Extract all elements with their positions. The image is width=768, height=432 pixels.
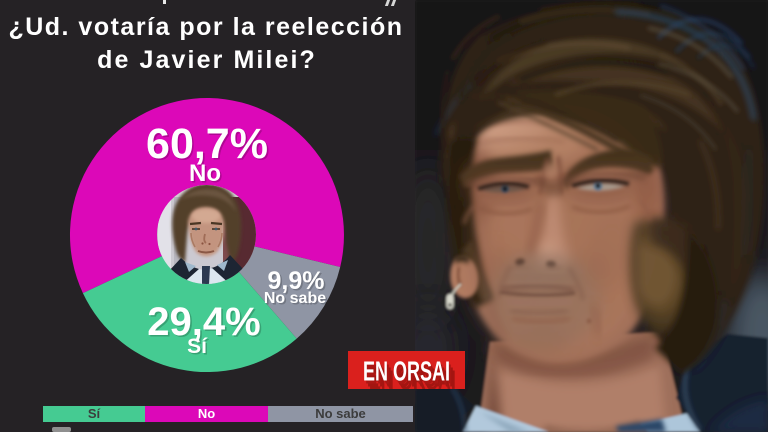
svg-text:EN ORSAI: EN ORSAI: [369, 365, 456, 389]
svg-text:9,9%: 9,9%: [269, 269, 326, 297]
svg-text:No: No: [191, 162, 223, 189]
svg-text:No: No: [189, 160, 221, 187]
svg-text:Sí: Sí: [187, 335, 208, 358]
svg-text:Sí: Sí: [189, 337, 210, 360]
svg-text:EN ORSAI: EN ORSAI: [367, 362, 454, 389]
svg-text:No sabe: No sabe: [265, 292, 327, 309]
svg-text:29,4%: 29,4%: [147, 300, 260, 344]
svg-text:EN ORSAI: EN ORSAI: [363, 356, 450, 387]
svg-text:60,7%: 60,7%: [146, 120, 268, 168]
svg-text:EN ORSAI: EN ORSAI: [365, 359, 452, 389]
svg-text:No sabe: No sabe: [264, 290, 326, 307]
svg-text:29,4%: 29,4%: [149, 302, 262, 346]
svg-text:60,7%: 60,7%: [148, 122, 270, 170]
svg-text:9,9%: 9,9%: [268, 267, 325, 295]
